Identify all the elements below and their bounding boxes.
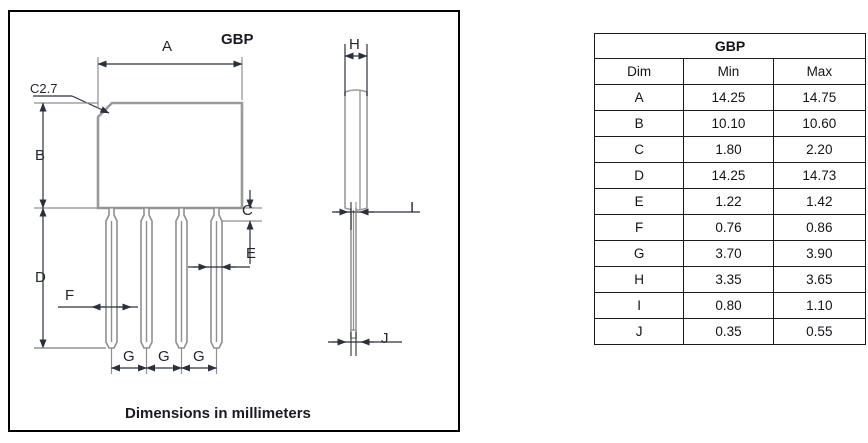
table-cell-max: 1.10: [772, 292, 867, 319]
table-cell-min: 14.25: [683, 162, 774, 189]
table-row: E 1.22 1.42: [593, 188, 867, 215]
dimension-label-I: I: [410, 199, 415, 216]
dimension-C: [222, 190, 262, 239]
drawing-title: GBP: [221, 31, 254, 48]
table-title-row: GBP: [594, 33, 866, 59]
dimension-label-F: F: [65, 287, 75, 304]
dimension-label-E: E: [246, 245, 257, 262]
pin-2: [140, 208, 153, 349]
dimension-I: [332, 202, 420, 230]
table-cell-min: 3.35: [683, 266, 774, 293]
column-header-min: Min: [683, 58, 774, 85]
table-cell-min: 0.76: [683, 214, 774, 241]
dimension-label-J: J: [381, 330, 389, 347]
column-header-max: Max: [772, 58, 867, 85]
table-row: B 10.10 10.60: [593, 110, 867, 137]
table-row: F 0.76 0.86: [593, 214, 867, 241]
column-header-dim: Dim: [593, 58, 685, 85]
table-cell-dim: H: [593, 266, 685, 293]
table-cell-max: 10.60: [772, 110, 867, 137]
pin-4: [210, 208, 223, 349]
drawing-panel: GBP C2.7 A B C D E F G G G H I J Dimensi…: [8, 10, 460, 432]
front-view: [33, 57, 262, 374]
table-cell-min: 1.22: [683, 188, 774, 215]
table-cell-dim: E: [593, 188, 685, 215]
side-body-outline: [344, 89, 368, 211]
table-row: D 14.25 14.73: [593, 162, 867, 189]
dimension-label-A: A: [162, 38, 173, 55]
table-title: GBP: [594, 33, 866, 59]
table-cell-min: 14.25: [683, 84, 774, 111]
table-row: H 3.35 3.65: [593, 266, 867, 293]
dimension-E: [188, 238, 251, 271]
dimension-label-H: H: [349, 36, 360, 53]
table-cell-max: 0.86: [772, 214, 867, 241]
drawing-caption: Dimensions in millimeters: [125, 405, 311, 422]
dimension-B: [34, 102, 242, 209]
table-cell-min: 1.80: [683, 136, 774, 163]
table-cell-min: 10.10: [683, 110, 774, 137]
table-cell-dim: C: [593, 136, 685, 163]
package-body-outline: [96, 101, 244, 210]
table-row: C 1.80 2.20: [593, 136, 867, 163]
table-row: J 0.35 0.55: [593, 318, 867, 345]
table-cell-dim: J: [593, 318, 685, 345]
dimension-A: [97, 57, 243, 108]
table-cell-max: 0.55: [772, 318, 867, 345]
side-view: [328, 44, 420, 356]
table-cell-max: 3.90: [772, 240, 867, 267]
table-body: A 14.25 14.75 B 10.10 10.60 C 1.80 2.20 D 14.25 14.…: [593, 84, 867, 345]
dimension-H: [344, 44, 368, 96]
dimension-label-G-2: G: [158, 348, 170, 365]
table-row: I 0.80 1.10: [593, 292, 867, 319]
table-cell-min: 0.80: [683, 292, 774, 319]
table-cell-max: 14.75: [772, 84, 867, 111]
dimension-table: GBP Dim Min Max A 14.25 14.75 B 10.10 10.60 C 1…: [593, 33, 867, 345]
table-row: G 3.70 3.90: [593, 240, 867, 267]
table-cell-max: 1.42: [772, 188, 867, 215]
table-cell-dim: F: [593, 214, 685, 241]
table-cell-max: 14.73: [772, 162, 867, 189]
table-cell-max: 3.65: [772, 266, 867, 293]
table-cell-dim: G: [593, 240, 685, 267]
package-drawing-graphics: [33, 44, 420, 374]
table-cell-min: 3.70: [683, 240, 774, 267]
pin-3: [175, 208, 188, 349]
table-cell-dim: A: [593, 84, 685, 111]
dimension-label-B: B: [35, 147, 46, 164]
dimension-J: [328, 332, 402, 356]
chamfer-label: C2.7: [30, 81, 58, 96]
dimension-label-C: C: [242, 202, 253, 219]
table-cell-min: 0.35: [683, 318, 774, 345]
table-cell-dim: D: [593, 162, 685, 189]
table-cell-max: 2.20: [772, 136, 867, 163]
table-cell-dim: I: [593, 292, 685, 319]
dimension-label-D: D: [35, 269, 46, 286]
table-row: A 14.25 14.75: [593, 84, 867, 111]
dimension-label-G-3: G: [193, 348, 205, 365]
table-header-row: Dim Min Max: [593, 58, 867, 85]
pin-1: [105, 208, 118, 349]
table-cell-dim: B: [593, 110, 685, 137]
dimension-G-group: [110, 348, 218, 374]
dimension-label-G-1: G: [123, 348, 135, 365]
chamfer-leader: [33, 95, 113, 118]
